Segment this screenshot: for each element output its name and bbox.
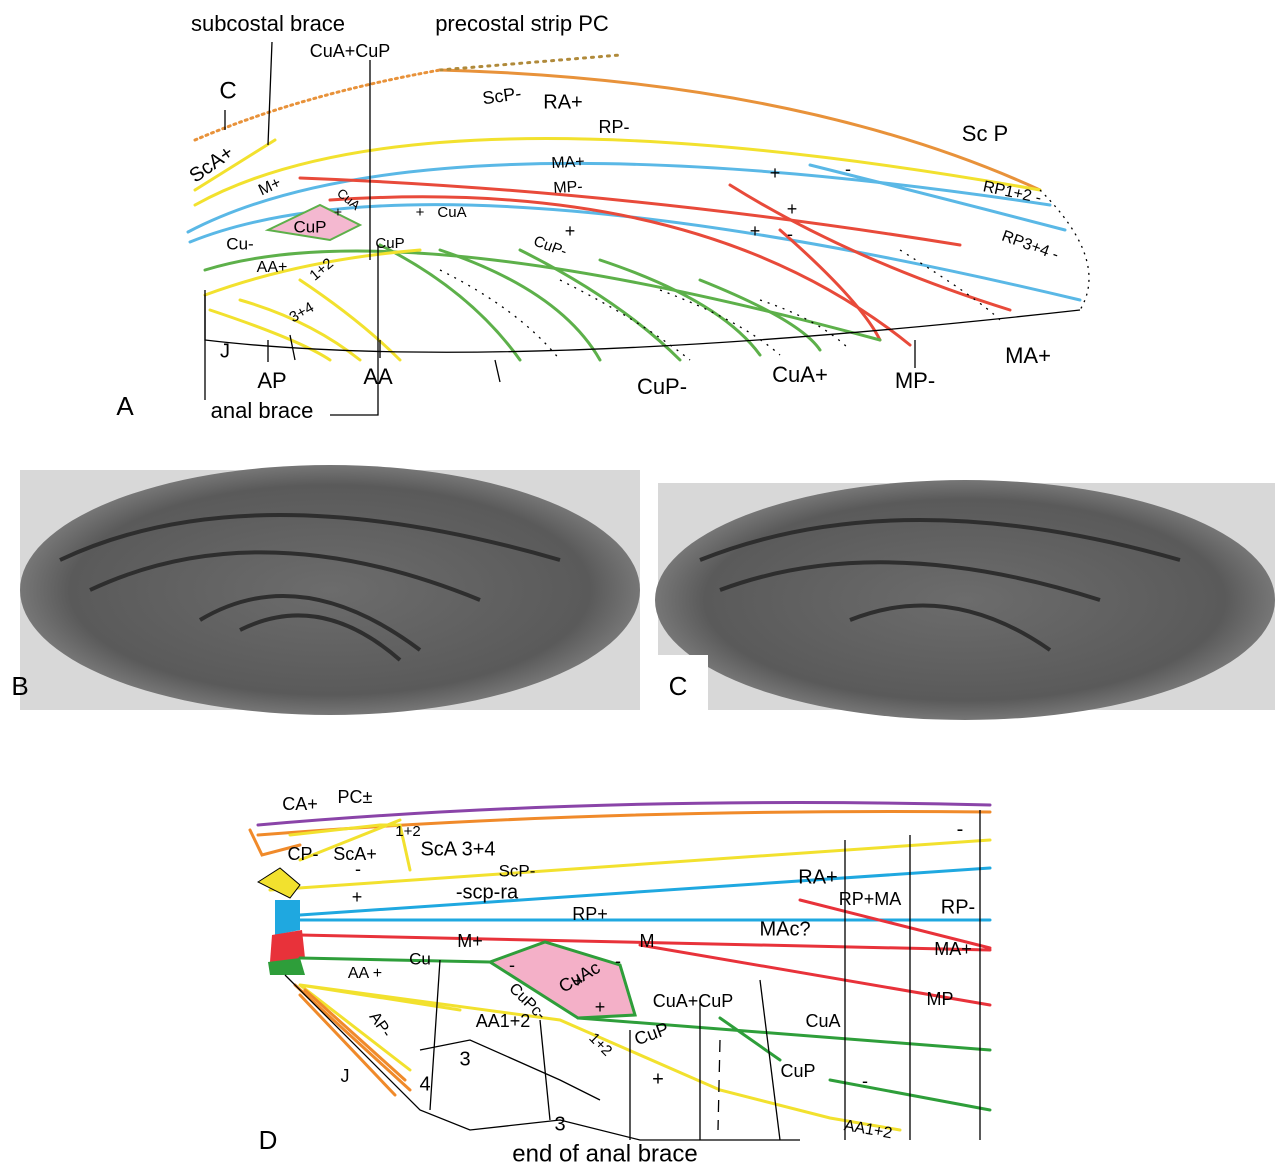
- vein-label: 3: [459, 1048, 470, 1070]
- vein-label: +: [595, 997, 606, 1017]
- vein-label: C: [219, 77, 236, 104]
- vein-label: MA+: [551, 153, 585, 172]
- vein-label: Cu-: [226, 234, 253, 253]
- vein-label: J: [341, 1066, 350, 1086]
- vein-label: end of anal brace: [512, 1140, 697, 1164]
- vein-label: +: [770, 163, 781, 183]
- vein-label: +: [334, 204, 342, 220]
- vein-label: precostal strip PC: [435, 11, 609, 36]
- vein-label: Cu: [409, 949, 431, 968]
- vein-label: MA+: [934, 939, 972, 959]
- vein-label: 4: [419, 1073, 430, 1095]
- vein-label: +: [416, 204, 425, 221]
- vein-label: MP-: [895, 368, 935, 393]
- vein-label: +: [573, 971, 584, 991]
- vein-label: M: [640, 931, 655, 951]
- vein-label: CuP: [293, 217, 326, 236]
- vein-label: AA+: [257, 259, 288, 276]
- vein-label: AP: [257, 368, 286, 393]
- vein-label: RA+: [798, 866, 837, 888]
- vein-label: RP+MA: [839, 889, 902, 909]
- panel-label: A: [116, 391, 134, 421]
- vein-label: MP: [927, 989, 954, 1009]
- panel-label: D: [259, 1125, 278, 1155]
- vein-label: RA+: [543, 91, 582, 113]
- vein-label: CuP: [375, 235, 404, 252]
- panel-label: C: [669, 671, 688, 701]
- vein-label: +: [750, 221, 761, 241]
- figure: Asubcostal braceprecostal strip PCCuA+Cu…: [0, 0, 1278, 1164]
- vein-label: 1+2: [395, 823, 420, 840]
- vein-label: AA1+2: [476, 1011, 531, 1031]
- vein-label: CuA: [805, 1011, 840, 1031]
- vein-label: -: [787, 224, 793, 244]
- vein-label: +: [565, 221, 576, 241]
- vein-label: CuA+CuP: [653, 991, 734, 1011]
- vein-label: -: [509, 955, 515, 975]
- vein-label: -: [355, 859, 361, 879]
- vein-label: Sc P: [962, 121, 1008, 146]
- vein-label: ScA 3+4: [420, 838, 495, 860]
- vein-label: RP+: [572, 904, 608, 924]
- vein-label: -: [957, 818, 964, 840]
- vein-label: AA: [363, 364, 393, 389]
- vein-label: +: [352, 887, 363, 907]
- vein-label: CuA+CuP: [310, 41, 391, 61]
- vein-label: RP-: [941, 896, 975, 918]
- vein-label: subcostal brace: [191, 11, 345, 36]
- vein-label: CuP: [780, 1061, 815, 1081]
- vein-label: CuP-: [637, 374, 687, 399]
- vein-label: +: [652, 1068, 664, 1090]
- vein-label: M+: [457, 931, 483, 951]
- vein-label: MAc?: [759, 918, 810, 940]
- vein-label: -: [862, 1071, 868, 1091]
- vein-label: 3: [554, 1113, 565, 1135]
- vein-label: +: [787, 199, 798, 219]
- vein-label: ScP-: [499, 861, 536, 880]
- vein-label: AA +: [348, 965, 382, 982]
- panel-b-photo: [20, 465, 640, 715]
- vein-label: CuA: [437, 204, 466, 221]
- vein-label: -: [615, 951, 621, 971]
- vein-label: -: [845, 159, 851, 179]
- vein-label: RP-: [599, 117, 630, 137]
- vein-label: CP-: [288, 844, 319, 864]
- vein-label: anal brace: [211, 398, 314, 423]
- vein-label: J: [220, 340, 230, 362]
- panel-label: B: [11, 671, 28, 701]
- vein-label: -scp-ra: [456, 881, 519, 903]
- vein-label: PC±: [338, 787, 373, 807]
- panel-c-photo: [655, 480, 1275, 720]
- vein-label: CA+: [282, 794, 318, 814]
- vein-label: MP-: [553, 178, 583, 197]
- vein-label: CuA+: [772, 362, 828, 387]
- vein-label: MA+: [1005, 343, 1051, 368]
